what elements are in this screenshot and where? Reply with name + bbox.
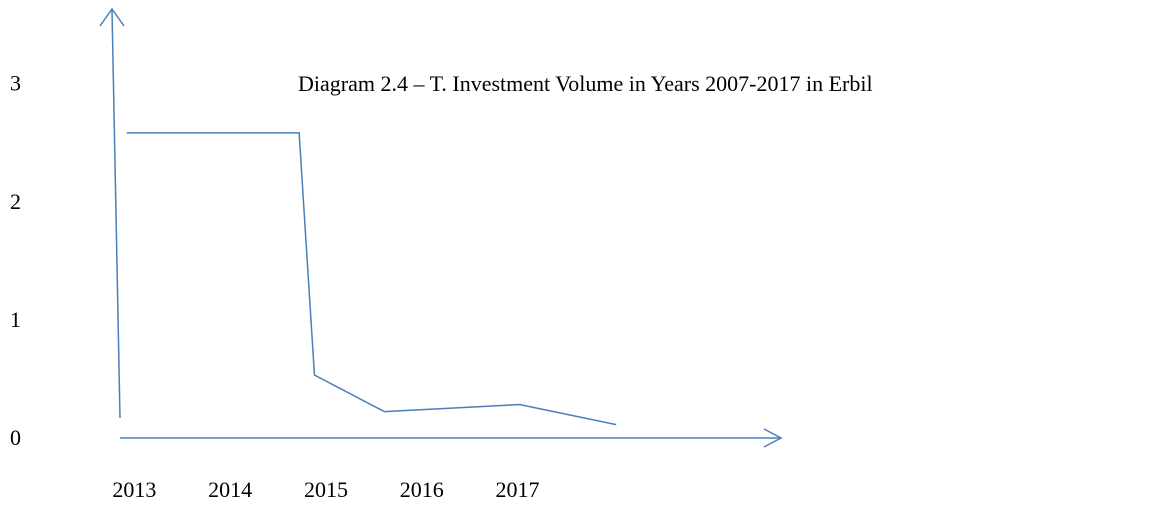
y-axis — [99, 7, 125, 419]
y-tick-label: 3 — [10, 71, 21, 96]
data-line — [126, 132, 617, 426]
x-tick-label: 2014 — [208, 477, 252, 502]
chart-title: Diagram 2.4 – T. Investment Volume in Ye… — [298, 71, 873, 96]
x-tick-label: 2016 — [400, 477, 444, 502]
x-tick-label: 2017 — [496, 477, 540, 502]
x-tick-label: 2015 — [304, 477, 348, 502]
x-tick-label: 2013 — [112, 477, 156, 502]
y-tick-label: 2 — [10, 189, 21, 214]
y-tick-label: 1 — [10, 307, 21, 332]
y-tick-label: 0 — [10, 425, 21, 450]
x-axis — [120, 428, 783, 448]
